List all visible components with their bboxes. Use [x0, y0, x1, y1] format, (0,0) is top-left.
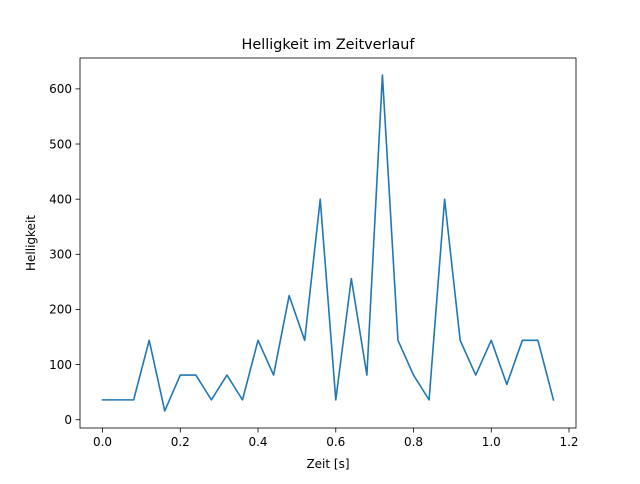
ticks-layer: 0.0 0.2 0.4 0.6 0.8 1.0 1.2 0 100 200 300 400 500 600 [49, 82, 578, 449]
x-axis-label: Zeit [s] [306, 457, 349, 471]
y-tick-label: 0 [64, 413, 72, 427]
x-tick-label: 0.4 [248, 435, 267, 449]
x-tick-label: 0.8 [404, 435, 423, 449]
y-tick-label: 400 [49, 192, 72, 206]
chart-title: Helligkeit im Zeitverlauf [242, 37, 416, 53]
x-tick-label: 0.6 [326, 435, 345, 449]
y-axis-label: Helligkeit [24, 215, 38, 271]
series-line [101, 74, 555, 412]
y-tick-label: 200 [49, 303, 72, 317]
series-layer [101, 74, 555, 412]
x-tick-label: 0.2 [171, 435, 190, 449]
x-tick-label: 0.0 [93, 435, 112, 449]
x-tick-label: 1.2 [559, 435, 578, 449]
y-tick-label: 100 [49, 358, 72, 372]
plot-frame [79, 57, 577, 429]
y-tick-label: 500 [49, 137, 72, 151]
y-tick-label: 600 [49, 82, 72, 96]
y-tick-label: 300 [49, 248, 72, 262]
x-tick-label: 1.0 [482, 435, 501, 449]
